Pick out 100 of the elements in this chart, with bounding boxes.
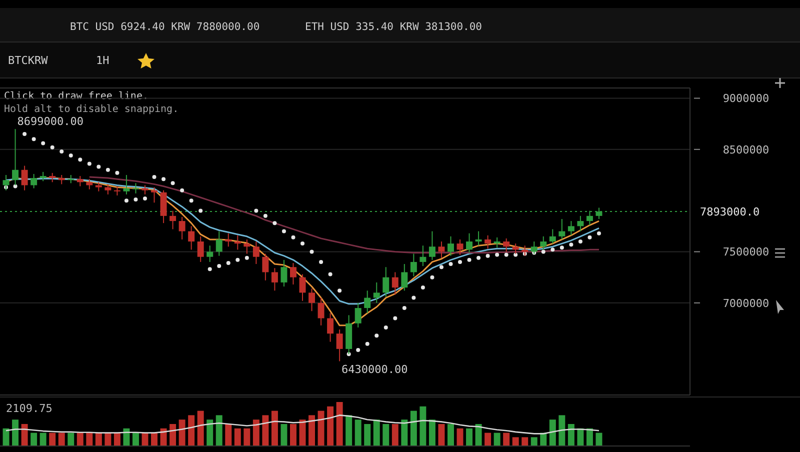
bar (494, 432, 500, 446)
candlestick (58, 174, 65, 185)
bar (206, 420, 214, 446)
bar (438, 424, 445, 446)
candlestick (318, 297, 324, 326)
candlestick (132, 182, 139, 194)
annotation: 6430000.00 (342, 363, 408, 376)
bar (558, 415, 566, 446)
candlestick (234, 234, 241, 250)
bar (76, 432, 84, 446)
bar (234, 428, 241, 446)
candlestick (178, 216, 186, 240)
candlestick (475, 230, 482, 246)
bar (132, 432, 139, 446)
bar (2, 428, 10, 446)
annotation: 2109.75 (6, 402, 52, 415)
candlestick (299, 274, 306, 302)
text: BTCKRW (8, 54, 48, 67)
bar (197, 410, 204, 446)
candlestick (484, 234, 492, 250)
candlestick (420, 245, 426, 267)
bar (151, 432, 158, 446)
bar (596, 432, 602, 446)
candlestick (40, 171, 46, 182)
y-tick-label: 8500000 (722, 143, 770, 156)
bar (346, 415, 352, 446)
candlestick (577, 215, 584, 232)
candlestick (188, 226, 195, 250)
candlestick (456, 238, 464, 256)
text: BTC USD 6924.40 KRW 7880000.00 (70, 21, 260, 33)
bar (58, 432, 65, 446)
candlestick (271, 268, 278, 292)
bar (290, 424, 296, 446)
candlestick (216, 230, 222, 256)
candlestick (558, 218, 566, 240)
bar (373, 420, 380, 446)
candlestick (252, 241, 260, 265)
bar (280, 424, 288, 446)
candlestick (336, 329, 343, 362)
bar (216, 415, 222, 446)
annotation: 8699000.00 (17, 115, 84, 128)
candlestick (206, 245, 214, 262)
annotation: Hold alt to disable snapping. (4, 104, 179, 115)
candlestick (49, 172, 56, 183)
bar (49, 432, 56, 446)
candlestick (160, 190, 167, 224)
bar (503, 432, 510, 446)
bar (364, 424, 371, 446)
candlestick (104, 184, 112, 195)
bar (308, 415, 316, 446)
bar (392, 424, 398, 446)
candlestick (382, 266, 390, 298)
bar (188, 415, 195, 446)
y-tick-label: 7500000 (722, 246, 770, 259)
candlestick (290, 262, 296, 285)
candlestick (354, 302, 362, 328)
candlestick (21, 165, 28, 191)
bar (30, 432, 38, 446)
bar (512, 437, 519, 446)
candlestick (401, 264, 408, 292)
bar (466, 428, 473, 446)
bar (522, 437, 528, 446)
bar (382, 424, 390, 446)
candlestick (568, 220, 574, 236)
bar (568, 424, 574, 446)
bar (262, 415, 269, 446)
bar (271, 410, 278, 446)
candlestick (308, 288, 316, 312)
candlestick (244, 238, 250, 254)
candlestick (123, 174, 130, 195)
bar (225, 424, 232, 446)
bar (327, 406, 334, 446)
candlestick (86, 178, 93, 190)
bar (244, 428, 250, 446)
bar (21, 424, 28, 446)
candlestick (549, 228, 556, 244)
candlestick (95, 182, 102, 192)
bar (530, 437, 538, 446)
bar (95, 432, 102, 446)
bar (410, 410, 417, 446)
bar (354, 420, 362, 446)
ref-line-label: 7893000.0 (700, 205, 760, 218)
candlestick (76, 176, 84, 187)
bar (475, 424, 482, 446)
bar (86, 432, 93, 446)
bar (336, 402, 343, 446)
bar (178, 420, 186, 446)
text: ETH USD 335.40 KRW 381300.00 (305, 21, 482, 33)
candlestick (494, 236, 500, 248)
bar (428, 420, 436, 446)
candlestick (30, 173, 38, 189)
candlestick (438, 241, 445, 258)
candlestick (428, 230, 436, 260)
candlestick (262, 253, 269, 281)
candlestick (327, 312, 334, 342)
candlestick (410, 253, 417, 277)
candlestick (503, 238, 510, 252)
y-tick-label: 7000000 (722, 296, 770, 310)
bar (484, 432, 492, 446)
bar (401, 420, 408, 446)
